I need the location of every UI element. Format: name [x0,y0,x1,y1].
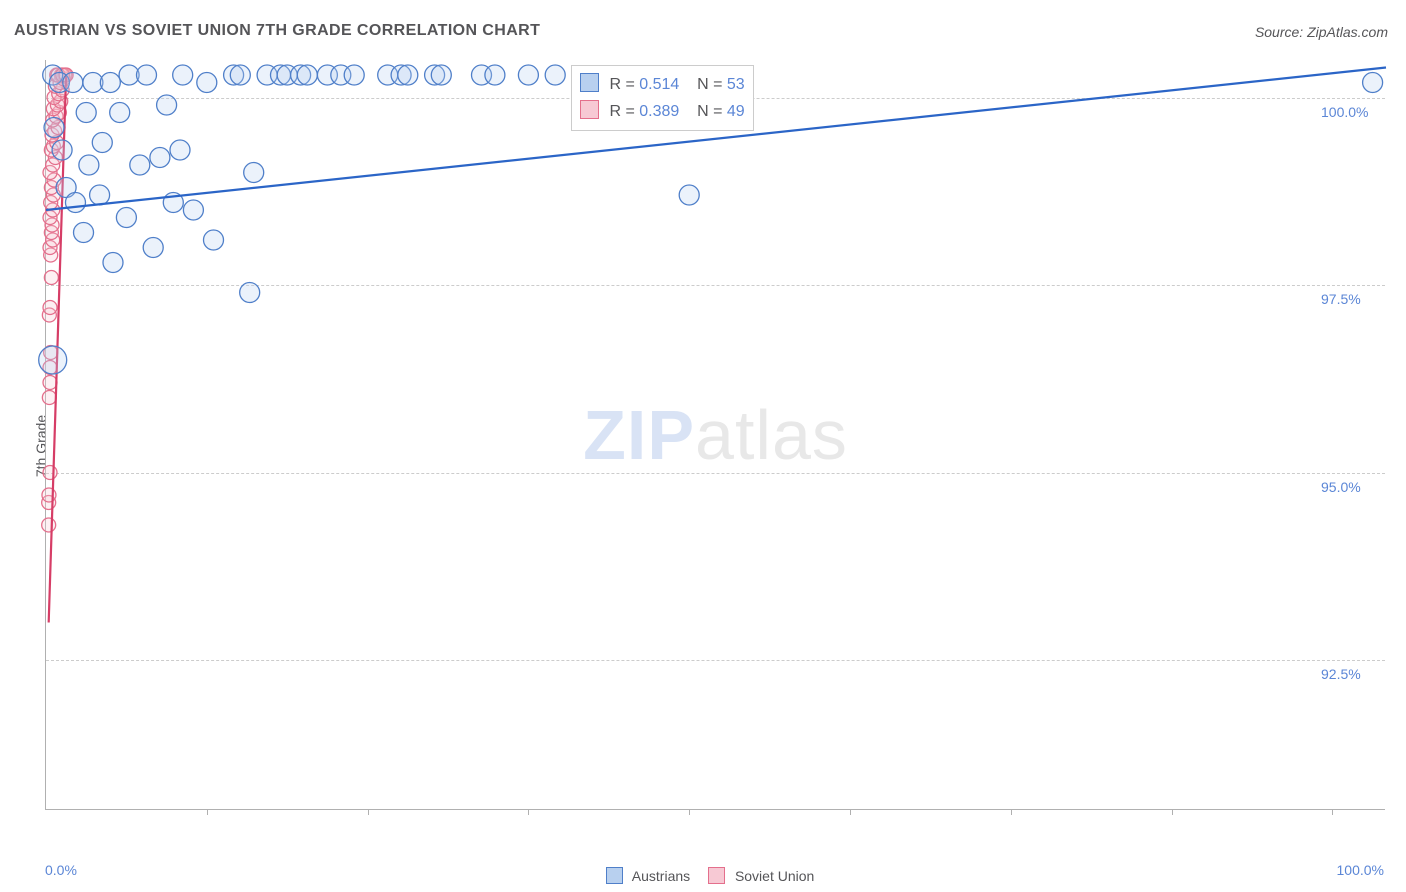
x-tick [207,809,208,815]
data-point [79,155,99,175]
data-point [173,65,193,85]
chart-title: AUSTRIAN VS SOVIET UNION 7TH GRADE CORRE… [14,22,540,40]
y-tick-label: 92.5% [1321,666,1361,682]
data-point [197,73,217,93]
data-point [43,466,57,480]
data-point [244,163,264,183]
data-point [74,223,94,243]
data-point [545,65,565,85]
scatter-svg [46,60,1385,809]
x-tick [528,809,529,815]
corr-n-soviet: 49 [727,103,745,120]
corr-r-soviet: 0.389 [639,103,679,120]
data-point [204,230,224,250]
corr-n-austrians: 53 [727,76,745,93]
data-point [44,271,58,285]
data-point [1363,73,1383,93]
data-point [63,73,83,93]
data-point [518,65,538,85]
data-point [92,133,112,153]
y-tick-label: 95.0% [1321,479,1361,495]
corr-n-label: N = [697,76,722,93]
correlation-legend-box: R = 0.514 N = 53 R = 0.389 N = 49 [571,65,754,131]
data-point [157,95,177,115]
data-point [76,103,96,123]
data-point [103,253,123,273]
data-point [42,391,56,405]
data-point [344,65,364,85]
y-tick-label: 100.0% [1321,104,1368,120]
data-point [485,65,505,85]
data-point [679,185,699,205]
data-point [150,148,170,168]
corr-n-label: N = [697,103,722,120]
legend-bottom: Austrians Soviet Union [0,867,1406,884]
plot-area: ZIPatlas R = 0.514 N = 53 R = 0.389 N = … [45,60,1385,810]
data-point [42,518,56,532]
corr-r-label: R = [609,76,634,93]
x-tick [1011,809,1012,815]
data-point [170,140,190,160]
legend-label-soviet: Soviet Union [735,868,814,884]
legend-swatch-austrians-icon [606,867,623,884]
data-point [39,346,67,374]
legend-label-austrians: Austrians [632,868,690,884]
x-tick [368,809,369,815]
chart-container: AUSTRIAN VS SOVIET UNION 7TH GRADE CORRE… [0,0,1406,892]
data-point [90,185,110,205]
data-point [100,73,120,93]
corr-row-soviet: R = 0.389 N = 49 [580,98,745,125]
y-tick-label: 97.5% [1321,291,1361,307]
x-tick [1172,809,1173,815]
data-point [297,65,317,85]
data-point [398,65,418,85]
data-point [230,65,250,85]
data-point [143,238,163,258]
legend-swatch-soviet-icon [708,867,725,884]
swatch-austrians-icon [580,73,599,92]
swatch-soviet-icon [580,100,599,119]
data-point [44,118,64,138]
corr-r-austrians: 0.514 [639,76,679,93]
data-point [116,208,136,228]
data-point [43,376,57,390]
data-point [52,140,72,160]
x-tick [1332,809,1333,815]
data-point [65,193,85,213]
x-tick [689,809,690,815]
data-point [43,301,57,315]
data-point [431,65,451,85]
corr-row-austrians: R = 0.514 N = 53 [580,71,745,98]
data-point [130,155,150,175]
source-label: Source: ZipAtlas.com [1255,24,1388,40]
x-tick [850,809,851,815]
data-point [240,283,260,303]
data-point [137,65,157,85]
corr-r-label: R = [609,103,634,120]
data-point [183,200,203,220]
data-point [110,103,130,123]
